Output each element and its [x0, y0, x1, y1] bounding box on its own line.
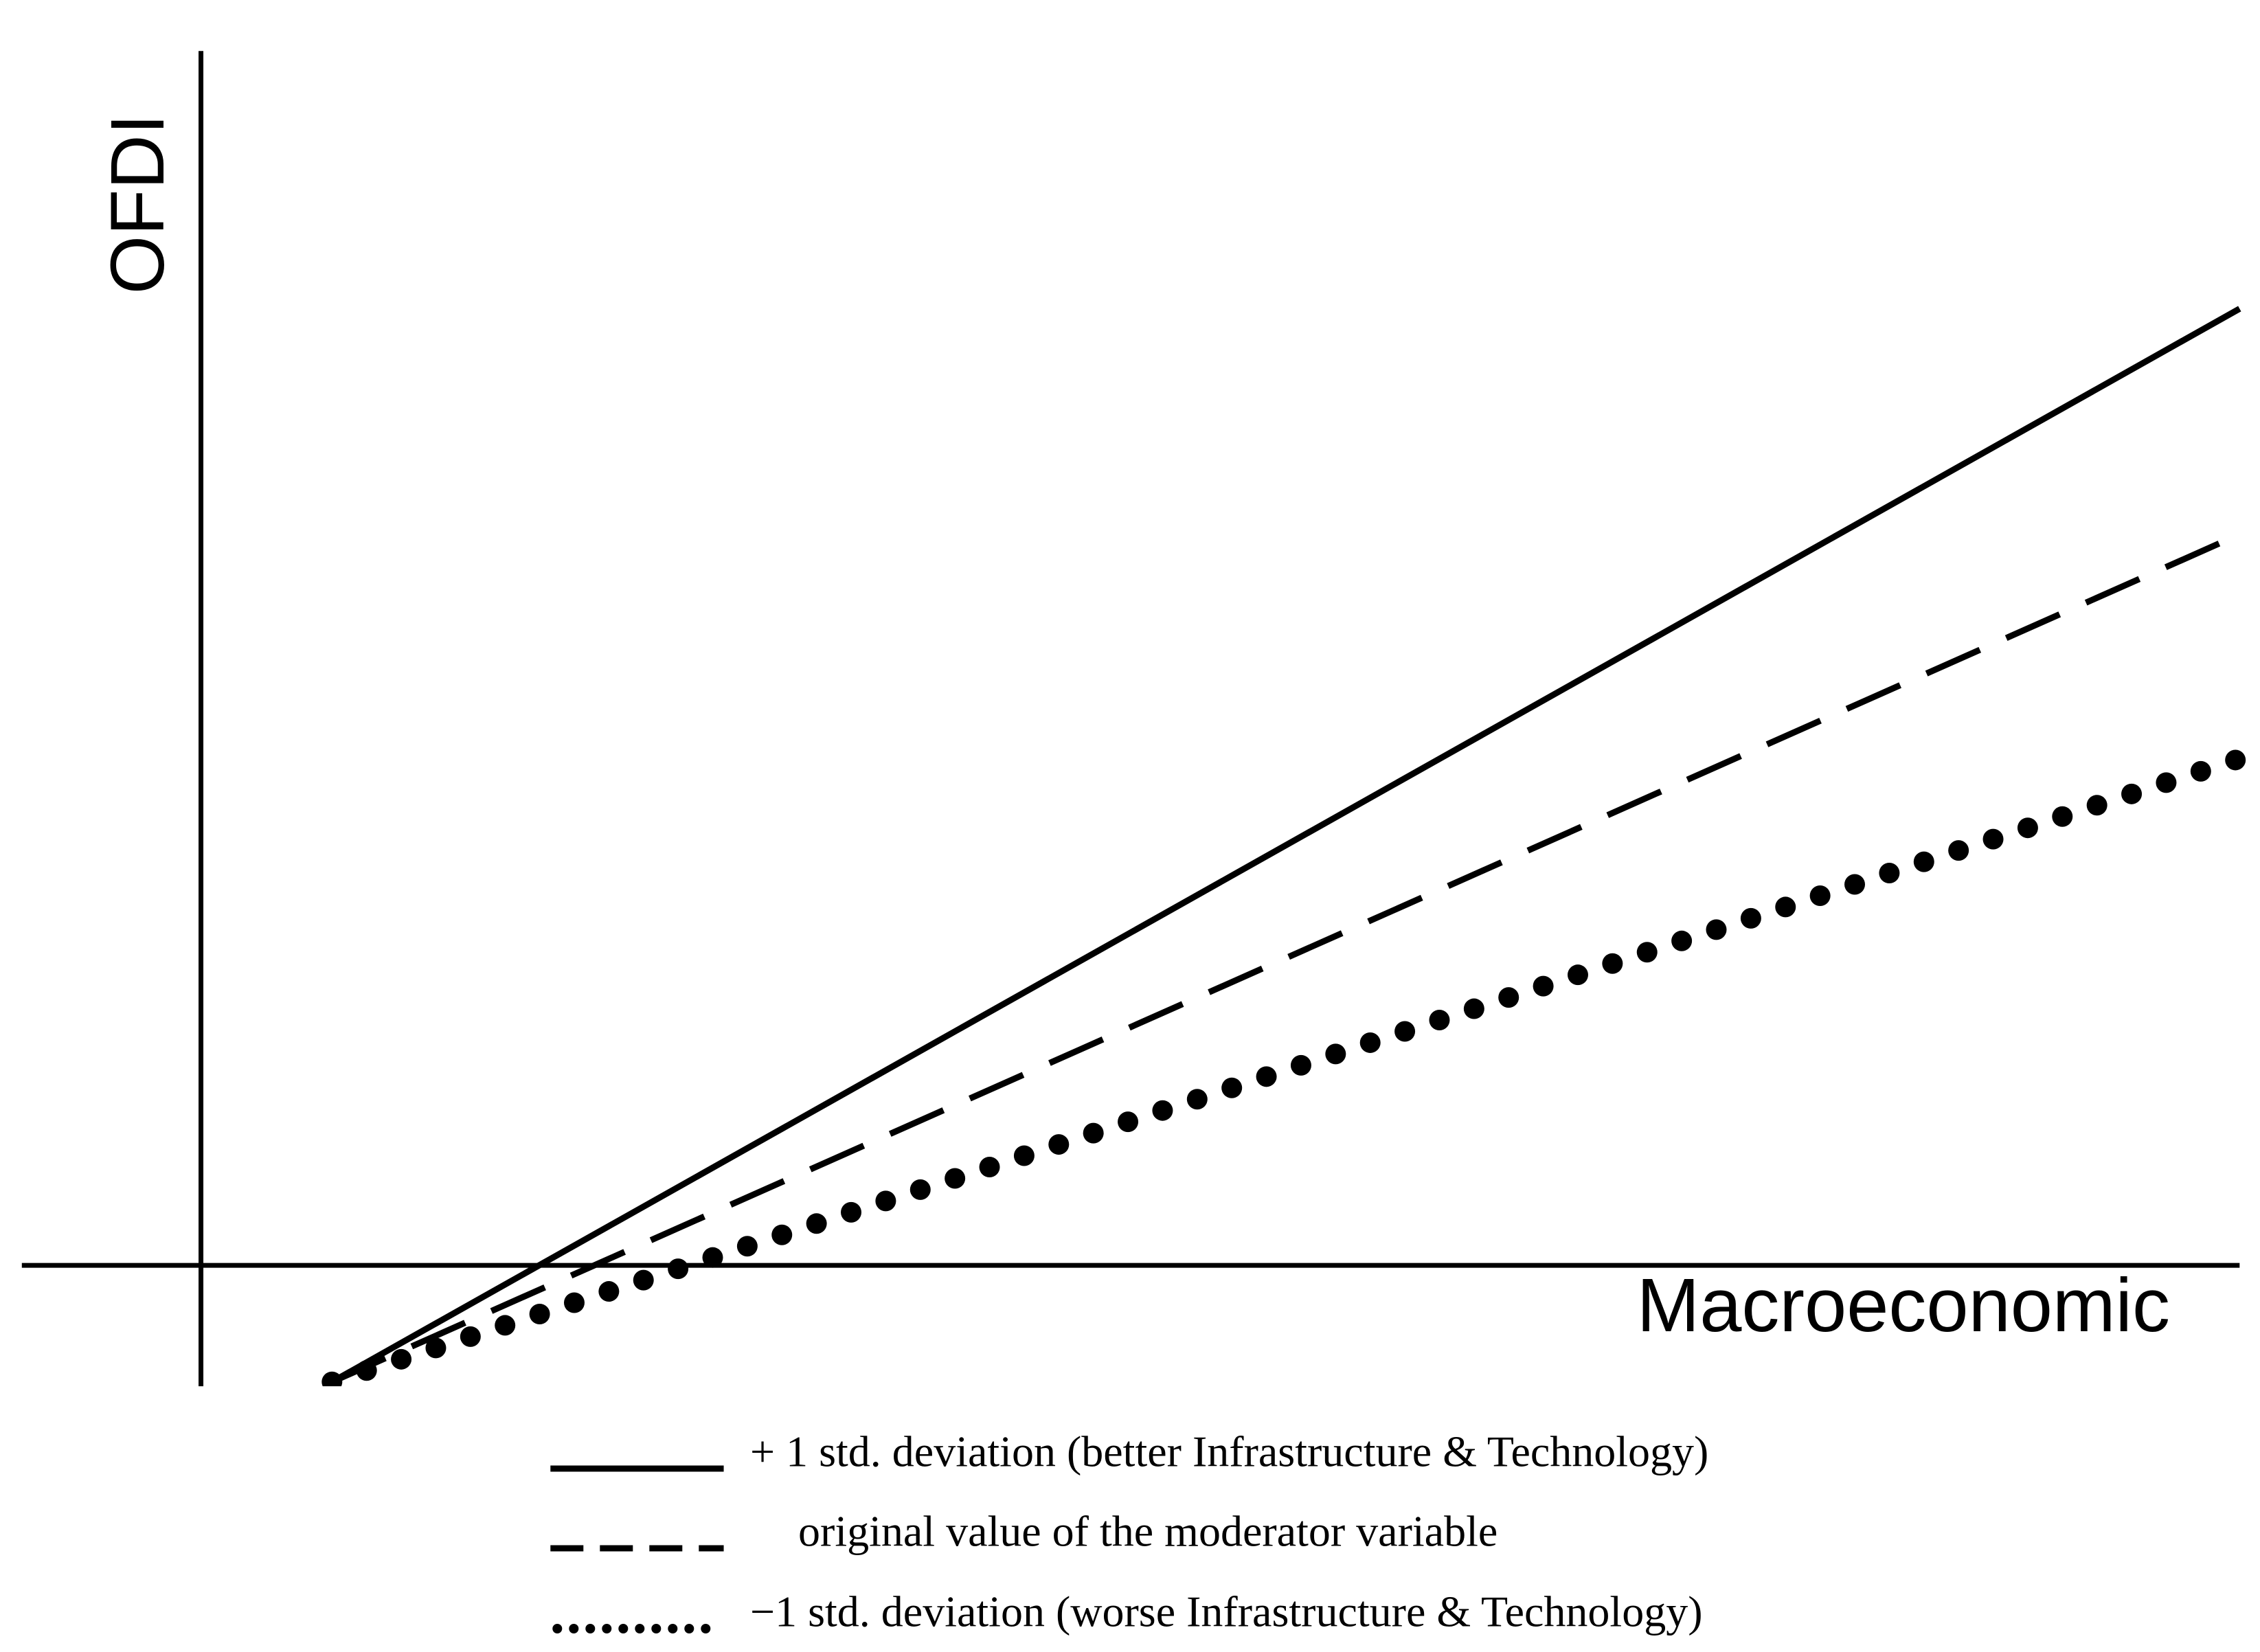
series-line	[330, 306, 2241, 1385]
x-axis-label: Macroeconomic	[1637, 1263, 2170, 1348]
legend-label: original value of the moderator variable	[798, 1507, 1498, 1556]
series-line	[321, 748, 2250, 1387]
legend-label: −1 std. deviation (worse Infrastructure …	[750, 1587, 1703, 1636]
legend-label: + 1 std. deviation (better Infrastructur…	[750, 1427, 1708, 1476]
series-line	[330, 531, 2241, 1385]
y-axis-label: OFDI	[95, 114, 180, 295]
